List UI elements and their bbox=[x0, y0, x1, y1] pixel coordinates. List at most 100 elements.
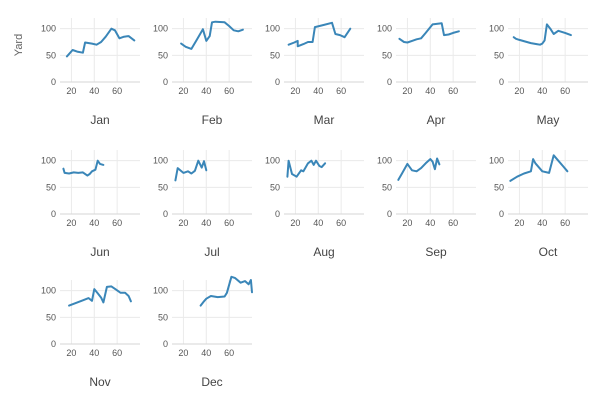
series-line-jan bbox=[65, 27, 136, 58]
x-tick-label: 20 bbox=[66, 218, 76, 228]
x-tick-label: 40 bbox=[89, 348, 99, 358]
series-line-mar bbox=[287, 21, 352, 48]
panel-jul: 0 50 100 20 40 60 Jul bbox=[153, 150, 252, 259]
x-tick-label: 40 bbox=[425, 218, 435, 228]
y-tick-label: 100 bbox=[265, 24, 280, 34]
x-tick-label: 20 bbox=[66, 348, 76, 358]
x-tick-label: 20 bbox=[402, 218, 412, 228]
y-tick-label: 50 bbox=[158, 312, 168, 322]
y-tick-label: 50 bbox=[270, 50, 280, 60]
x-tick-label: 20 bbox=[66, 86, 76, 96]
x-tick-label: 60 bbox=[112, 348, 122, 358]
panel-may: 0 50 100 20 40 60 May bbox=[489, 18, 588, 127]
y-tick-label: 50 bbox=[270, 182, 280, 192]
y-tick-label: 0 bbox=[163, 209, 168, 219]
y-tick-label: 100 bbox=[489, 24, 504, 34]
y-tick-label: 100 bbox=[377, 156, 392, 166]
y-tick-label: 0 bbox=[51, 339, 56, 349]
y-tick-label: 0 bbox=[499, 209, 504, 219]
series-line-nov bbox=[68, 285, 132, 307]
x-tick-label: 20 bbox=[402, 86, 412, 96]
panel-feb: 0 50 100 20 40 60 Feb bbox=[153, 18, 252, 127]
series-line-oct bbox=[509, 154, 569, 182]
panel-aug: 0 50 100 20 40 60 Aug bbox=[265, 150, 364, 259]
y-tick-label: 0 bbox=[51, 77, 56, 87]
panel-title: Sep bbox=[425, 245, 447, 259]
y-tick-label: 100 bbox=[41, 286, 56, 296]
panel-nov: 0 50 100 20 40 60 Nov bbox=[41, 280, 140, 389]
x-tick-label: 40 bbox=[201, 86, 211, 96]
x-tick-label: 40 bbox=[201, 218, 211, 228]
y-tick-label: 50 bbox=[158, 182, 168, 192]
y-tick-label: 50 bbox=[46, 182, 56, 192]
y-tick-label: 0 bbox=[51, 209, 56, 219]
panel-jun: 0 50 100 20 40 60 Jun bbox=[41, 150, 140, 259]
x-tick-label: 20 bbox=[290, 86, 300, 96]
y-tick-label: 0 bbox=[275, 77, 280, 87]
series-line-may bbox=[512, 23, 572, 46]
x-tick-label: 40 bbox=[313, 86, 323, 96]
panel-title: Mar bbox=[314, 113, 335, 127]
x-tick-label: 40 bbox=[313, 218, 323, 228]
x-tick-label: 60 bbox=[560, 218, 570, 228]
x-tick-label: 60 bbox=[224, 86, 234, 96]
panel-jan: 0 50 100 20 40 60 Jan bbox=[41, 18, 140, 127]
y-tick-label: 50 bbox=[382, 50, 392, 60]
panel-apr: 0 50 100 20 40 60 Apr bbox=[377, 18, 476, 127]
y-tick-label: 100 bbox=[153, 24, 168, 34]
y-tick-label: 50 bbox=[382, 182, 392, 192]
panel-title: Jan bbox=[90, 113, 109, 127]
series-line-jul bbox=[174, 159, 208, 182]
series-line-feb bbox=[180, 20, 244, 50]
y-tick-label: 0 bbox=[163, 339, 168, 349]
y-tick-label: 0 bbox=[275, 209, 280, 219]
panel-title: Aug bbox=[313, 245, 334, 259]
x-tick-label: 20 bbox=[290, 218, 300, 228]
x-tick-label: 60 bbox=[112, 86, 122, 96]
x-tick-label: 40 bbox=[537, 86, 547, 96]
panel-title: Feb bbox=[202, 113, 223, 127]
y-tick-label: 0 bbox=[499, 77, 504, 87]
y-tick-label: 50 bbox=[494, 50, 504, 60]
panel-title: Dec bbox=[201, 375, 222, 389]
x-tick-label: 60 bbox=[336, 218, 346, 228]
panel-title: Jun bbox=[90, 245, 109, 259]
panel-sep: 0 50 100 20 40 60 Sep bbox=[377, 150, 476, 259]
x-tick-label: 40 bbox=[425, 86, 435, 96]
x-tick-label: 40 bbox=[201, 348, 211, 358]
y-tick-label: 100 bbox=[489, 156, 504, 166]
x-tick-label: 60 bbox=[224, 218, 234, 228]
y-tick-label: 50 bbox=[158, 50, 168, 60]
y-tick-label: 50 bbox=[46, 312, 56, 322]
panels-container: 0 50 100 20 40 60 Jan 0 50 100 20 40 60 Feb 0 50 100 20 40… bbox=[41, 18, 588, 389]
panel-dec: 0 50 100 20 40 60 Dec bbox=[153, 275, 253, 389]
panel-title: Jul bbox=[204, 245, 219, 259]
x-tick-label: 60 bbox=[560, 86, 570, 96]
x-tick-label: 60 bbox=[448, 218, 458, 228]
series-line-dec bbox=[199, 275, 253, 307]
x-tick-label: 20 bbox=[178, 86, 188, 96]
x-tick-label: 20 bbox=[178, 348, 188, 358]
panel-title: May bbox=[537, 113, 560, 127]
y-axis-title: Yard bbox=[13, 34, 25, 56]
y-tick-label: 100 bbox=[265, 156, 280, 166]
y-tick-label: 100 bbox=[41, 156, 56, 166]
series-line-sep bbox=[397, 157, 441, 181]
x-tick-label: 60 bbox=[336, 86, 346, 96]
y-tick-label: 50 bbox=[494, 182, 504, 192]
x-tick-label: 20 bbox=[178, 218, 188, 228]
y-tick-label: 50 bbox=[46, 50, 56, 60]
x-tick-label: 40 bbox=[89, 218, 99, 228]
x-tick-label: 60 bbox=[224, 348, 234, 358]
x-tick-label: 40 bbox=[537, 218, 547, 228]
panel-title: Apr bbox=[427, 113, 446, 127]
x-tick-label: 20 bbox=[514, 86, 524, 96]
panel-mar: 0 50 100 20 40 60 Mar bbox=[265, 18, 364, 127]
x-tick-label: 40 bbox=[89, 86, 99, 96]
x-tick-label: 20 bbox=[514, 218, 524, 228]
y-tick-label: 100 bbox=[41, 24, 56, 34]
y-tick-label: 0 bbox=[387, 209, 392, 219]
panel-title: Nov bbox=[89, 375, 110, 389]
y-tick-label: 100 bbox=[377, 24, 392, 34]
